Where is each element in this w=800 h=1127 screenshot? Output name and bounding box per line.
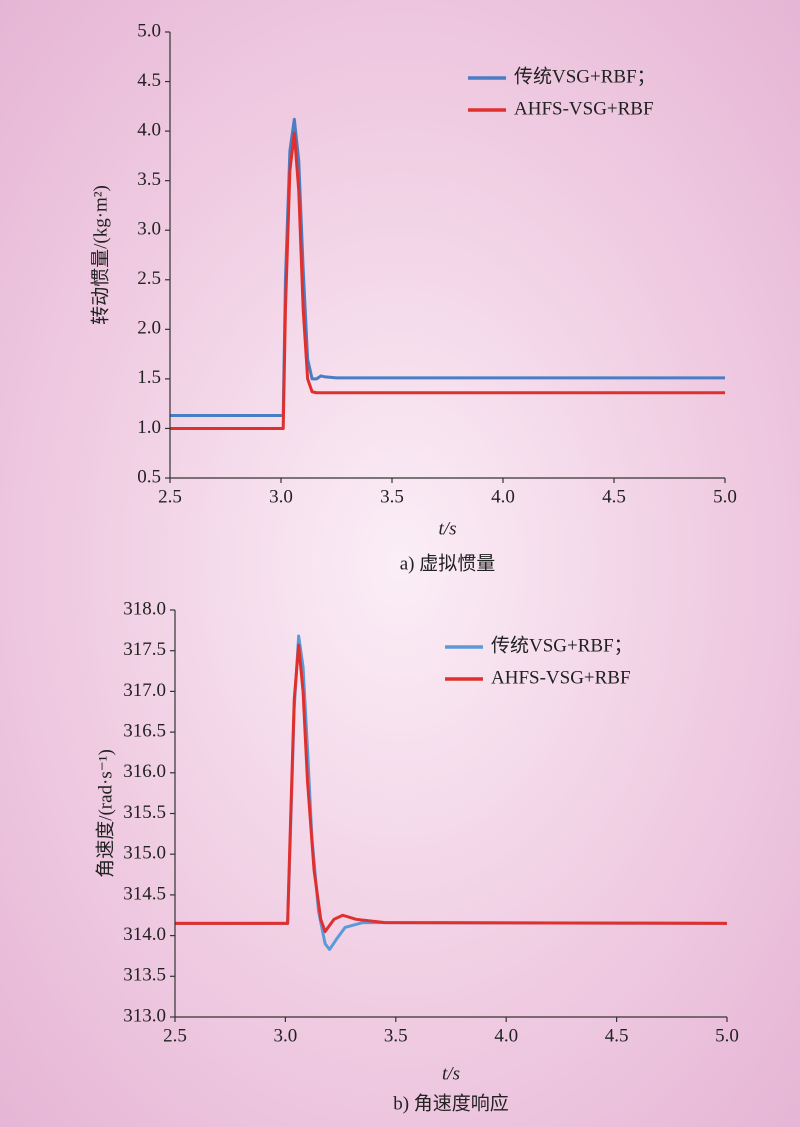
y-tick-label: 2.5 xyxy=(137,268,161,289)
y-tick-label: 4.5 xyxy=(137,70,161,91)
legend-label: AHFS-VSG+RBF xyxy=(491,667,631,688)
x-tick-label: 3.5 xyxy=(380,486,404,507)
y-tick-label: 313.5 xyxy=(123,965,166,986)
x-tick-label: 3.0 xyxy=(269,486,293,507)
legend-label: AHFS-VSG+RBF xyxy=(514,98,654,119)
x-tick-label: 2.5 xyxy=(163,1025,187,1046)
x-tick-label: 4.5 xyxy=(602,486,626,507)
y-tick-label: 315.0 xyxy=(123,843,166,864)
x-tick-label: 4.5 xyxy=(605,1025,629,1046)
x-tick-label: 5.0 xyxy=(715,1025,739,1046)
y-axis-label: 角速度/(rad·s⁻¹) xyxy=(94,749,116,878)
legend-label: 传统VSG+RBF； xyxy=(514,65,656,87)
x-axis-label: t/s xyxy=(439,518,457,539)
y-tick-label: 318.0 xyxy=(123,598,166,619)
data-line xyxy=(170,131,725,430)
legend-label: 传统VSG+RBF； xyxy=(491,634,633,656)
y-tick-label: 1.5 xyxy=(137,367,161,388)
y-tick-label: 316.0 xyxy=(123,761,166,782)
y-tick-label: 5.0 xyxy=(137,20,161,41)
y-axis-label: 转动惯量/(kg·m²) xyxy=(89,185,111,325)
x-tick-label: 5.0 xyxy=(713,486,737,507)
y-tick-label: 1.0 xyxy=(137,417,161,438)
x-tick-label: 3.5 xyxy=(384,1025,408,1046)
y-tick-label: 2.0 xyxy=(137,318,161,339)
x-tick-label: 4.0 xyxy=(491,486,515,507)
y-tick-label: 314.0 xyxy=(123,924,166,945)
data-line xyxy=(175,634,728,951)
y-tick-label: 0.5 xyxy=(137,466,161,487)
y-tick-label: 314.5 xyxy=(123,883,166,904)
x-tick-label: 2.5 xyxy=(158,486,182,507)
chart-caption: b) 角速度响应 xyxy=(393,1092,509,1114)
y-tick-label: 313.0 xyxy=(123,1005,166,1026)
y-tick-label: 317.0 xyxy=(123,680,166,701)
y-tick-label: 3.0 xyxy=(137,219,161,240)
y-tick-label: 317.5 xyxy=(123,639,166,660)
x-tick-label: 3.0 xyxy=(274,1025,298,1046)
chart-caption: a) 虚拟惯量 xyxy=(400,552,496,574)
y-tick-label: 316.5 xyxy=(123,720,166,741)
x-axis-label: t/s xyxy=(442,1063,460,1084)
y-tick-label: 3.5 xyxy=(137,169,161,190)
data-line xyxy=(175,643,728,934)
data-line xyxy=(170,117,725,418)
x-tick-label: 4.0 xyxy=(494,1025,518,1046)
y-tick-label: 315.5 xyxy=(123,802,166,823)
y-tick-label: 4.0 xyxy=(137,119,161,140)
